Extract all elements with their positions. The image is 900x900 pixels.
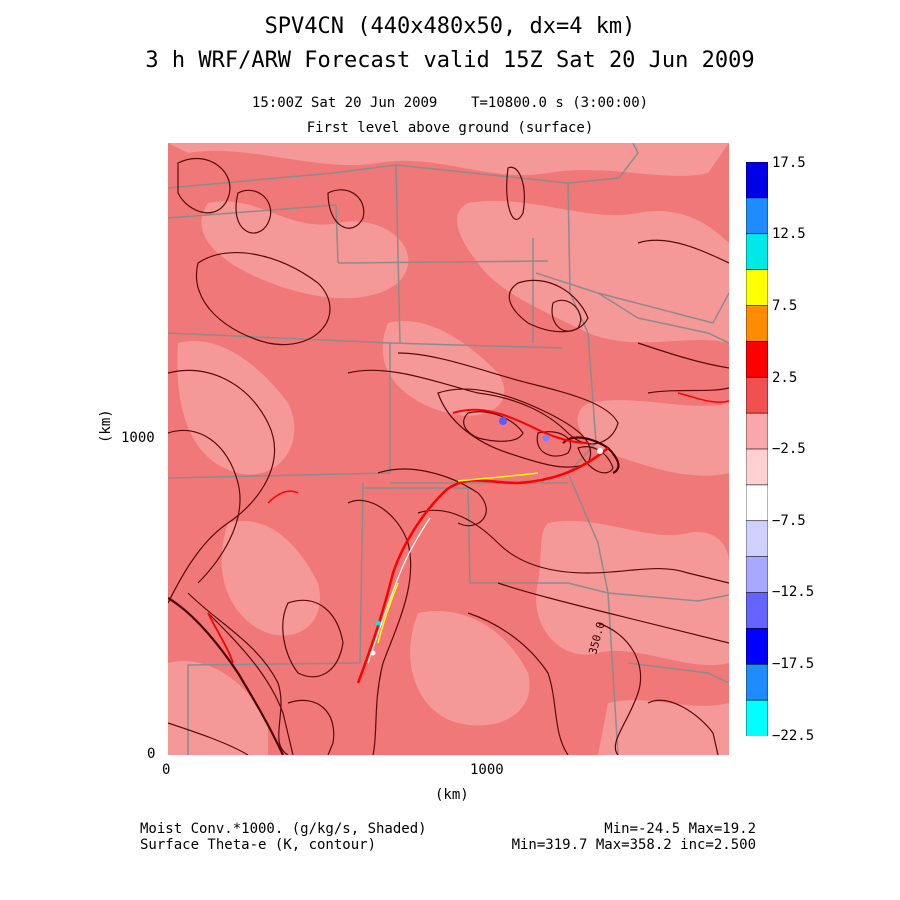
colorbar-swatch xyxy=(746,699,768,736)
colorbar-label: 2.5 xyxy=(772,370,798,386)
contour-description: Surface Theta-e (K, contour) xyxy=(140,837,377,853)
y-axis-label: (km) xyxy=(98,409,114,443)
colorbar-swatch xyxy=(746,341,768,379)
contour-minmax: Min=319.7 Max=358.2 inc=2.500 xyxy=(511,837,756,853)
level-label: First level above ground (surface) xyxy=(306,120,594,136)
y-tick-0: 0 xyxy=(147,746,156,762)
x-tick-0: 0 xyxy=(162,762,171,778)
colorbar-swatch xyxy=(746,484,768,522)
convergence-features xyxy=(207,392,729,684)
valid-time-label: 15:00Z Sat 20 Jun 2009 T=10800.0 s (3:00… xyxy=(251,95,649,111)
colorbar-label: −7.5 xyxy=(772,513,806,529)
colorbar-swatch xyxy=(746,412,768,450)
colorbar-label: 12.5 xyxy=(772,226,806,242)
x-tick-1000: 1000 xyxy=(470,762,504,778)
colorbar-swatches xyxy=(746,162,768,736)
colorbar-label: −17.5 xyxy=(772,656,815,672)
x-axis-label: (km) xyxy=(435,787,469,803)
colorbar-swatch xyxy=(746,592,768,630)
colorbar-label: 7.5 xyxy=(772,298,798,314)
colorbar-swatch xyxy=(746,448,768,486)
plot-subtitle: 3 h WRF/ARW Forecast valid 15Z Sat 20 Ju… xyxy=(145,48,755,73)
shading-minmax: Min=-24.5 Max=19.2 xyxy=(604,821,756,837)
colorbar-swatch xyxy=(746,663,768,701)
map-graphics: 350.0 xyxy=(168,143,729,755)
colorbar-swatch xyxy=(746,376,768,414)
colorbar-label: −2.5 xyxy=(772,441,806,457)
colorbar-swatch xyxy=(746,305,768,343)
shaded-field xyxy=(168,143,729,755)
colorbar xyxy=(746,162,768,736)
colorbar-swatch xyxy=(746,556,768,594)
y-tick-1000: 1000 xyxy=(121,430,155,446)
state-boundaries xyxy=(168,143,729,755)
colorbar-swatch xyxy=(746,233,768,271)
colorbar-swatch xyxy=(746,197,768,235)
colorbar-label: −12.5 xyxy=(772,584,815,600)
colorbar-label: 17.5 xyxy=(772,155,806,171)
colorbar-swatch xyxy=(746,520,768,558)
colorbar-swatch xyxy=(746,269,768,307)
forecast-map: 350.0 xyxy=(168,143,729,755)
plot-title: SPV4CN (440x480x50, dx=4 km) xyxy=(264,14,636,39)
colorbar-swatch xyxy=(746,628,768,666)
colorbar-label: −22.5 xyxy=(772,728,815,744)
shading-description: Moist Conv.*1000. (g/kg/s, Shaded) xyxy=(140,821,427,837)
colorbar-swatch xyxy=(746,162,768,199)
